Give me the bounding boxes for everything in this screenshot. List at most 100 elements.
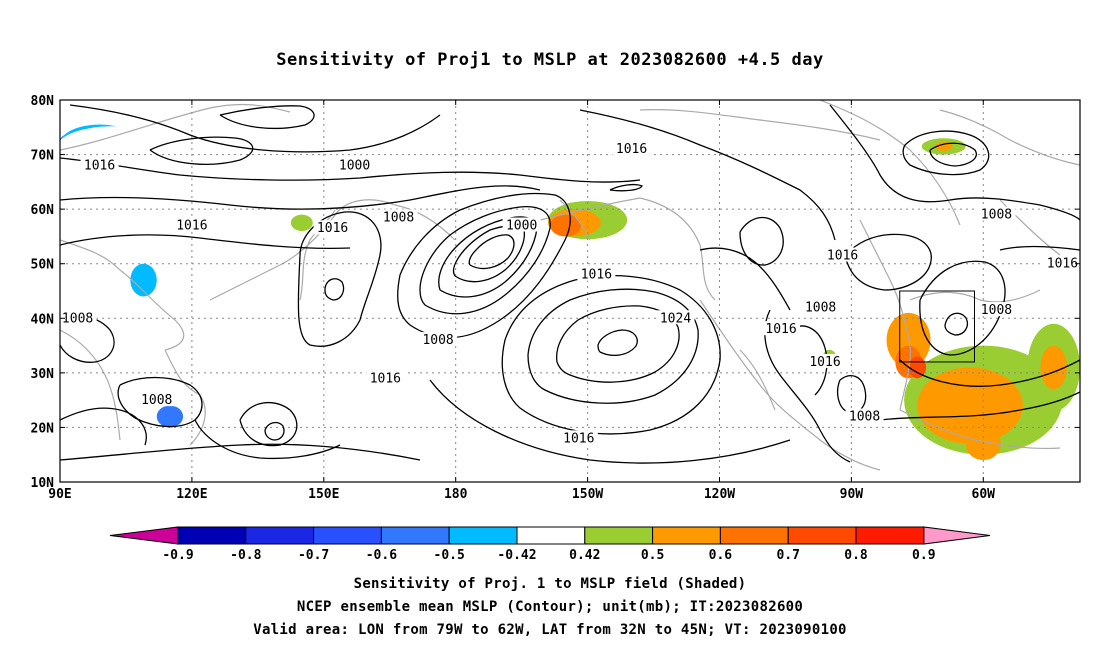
contour-label: 1008 — [981, 303, 1012, 318]
caption-line-3: Valid area: LON from 79W to 62W, LAT fro… — [253, 622, 847, 638]
contour-label: 1016 — [809, 355, 840, 370]
lon-label: 150W — [572, 487, 603, 502]
lat-label: 50N — [31, 258, 55, 273]
contour-label-bg — [977, 302, 1016, 317]
colorbar-swatch — [177, 526, 247, 545]
contour-label-bg — [845, 408, 884, 423]
lat-label: 80N — [31, 94, 55, 109]
contour-label: 1016 — [765, 322, 796, 337]
lat-label: 60N — [31, 203, 55, 218]
colorbar-label: -0.8 — [230, 548, 261, 563]
contour-label: 1016 — [317, 221, 348, 236]
shade-patch — [108, 299, 135, 327]
colorbar-label: -0.42 — [497, 548, 536, 563]
lon-label: 120E — [176, 487, 207, 502]
lon-label: 150E — [308, 487, 339, 502]
coastlines — [60, 100, 1080, 471]
colorbar-swatch — [313, 526, 382, 545]
contour-label: 1016 — [176, 219, 207, 234]
colorbar-swatch — [787, 526, 857, 545]
contour-labels: 1016 1000 1008 1016 1016 1000 1016 1008 1016 1016… — [58, 141, 1082, 446]
shade-patch — [290, 214, 313, 231]
shade-patch — [950, 293, 964, 311]
colorbar-label: 0.9 — [912, 548, 935, 563]
colorbar: -0.9 -0.8 -0.7 -0.6 -0.5 -0.42 0.42 0.5 0.6 0.7 0.… — [109, 526, 991, 563]
colorbar-label: 0.5 — [641, 548, 664, 563]
contour-label: 1024 — [660, 311, 691, 326]
lon-label: 120W — [704, 487, 735, 502]
contour-label-bg — [612, 141, 651, 156]
colorbar-label: -0.5 — [434, 548, 465, 563]
lat-label: 40N — [31, 312, 55, 327]
contour-label: 1016 — [563, 431, 594, 446]
lat-label: 30N — [31, 367, 55, 382]
colorbar-swatch — [855, 526, 925, 545]
colorbar-label: 0.8 — [844, 548, 868, 563]
shade-patch — [917, 367, 1023, 444]
contour-label: 1008 — [62, 311, 93, 326]
colorbar-swatch — [380, 526, 450, 545]
contour-label: 1016 — [1047, 257, 1078, 272]
sensitivity-shading — [60, 124, 1080, 482]
lat-lon-grid — [60, 100, 1080, 482]
lon-label: 90W — [840, 487, 864, 502]
shade-patch — [130, 263, 157, 297]
map-frame — [59, 99, 1081, 483]
caption-line-2: NCEP ensemble mean MSLP (Contour); unit(… — [296, 599, 804, 615]
contour-label: 1008 — [981, 208, 1012, 223]
contour-label-bg — [80, 157, 119, 172]
contour-label-bg — [313, 220, 352, 235]
shade-patch — [1040, 345, 1067, 390]
contour-label-bg — [823, 247, 862, 262]
contour-label-bg — [335, 157, 374, 172]
colorbar-swatch — [448, 526, 518, 545]
colorbar-label: 0.7 — [776, 548, 799, 563]
colorbar-swatch — [516, 526, 586, 545]
map-title: Sensitivity of Proj1 to MSLP at 20230826… — [276, 50, 824, 70]
contour-label: 1008 — [805, 300, 836, 315]
shade-patch — [156, 405, 184, 428]
contour-label: 1008 — [849, 410, 880, 425]
contour-label-bg — [762, 321, 801, 336]
contour-label: 1000 — [506, 219, 537, 234]
contour-label-bg — [801, 299, 840, 314]
shade-patch — [649, 471, 676, 482]
colorbar-label: 0.6 — [709, 548, 733, 563]
contour-label-bg — [559, 430, 598, 445]
colorbar-swatch — [584, 526, 654, 545]
contour-label-bg — [806, 353, 844, 368]
contour-label-bg — [1043, 255, 1082, 270]
colorbar-label: -0.9 — [162, 548, 193, 563]
contour-label-bg — [379, 209, 418, 224]
contour-label-bg — [172, 217, 211, 232]
caption-line-1: Sensitivity of Proj. 1 to MSLP field (Sh… — [353, 576, 747, 592]
colorbar-high-triangle — [923, 526, 991, 545]
contour-label: 1016 — [581, 268, 612, 283]
contour-label-bg — [366, 370, 405, 385]
contour-label: 1008 — [383, 210, 414, 225]
contour-label: 1016 — [84, 158, 115, 173]
contour-label: 1008 — [422, 333, 453, 348]
lon-label: 60W — [972, 487, 996, 502]
lon-label: 180 — [444, 487, 468, 502]
caption-block: Sensitivity of Proj. 1 to MSLP field (Sh… — [0, 573, 1100, 642]
contour-label-bg — [977, 206, 1016, 221]
lat-label: 10N — [31, 476, 55, 491]
colorbar-label: -0.7 — [298, 548, 329, 563]
shade-patch — [934, 142, 953, 151]
valid-area-box — [899, 290, 975, 363]
contour-label: 1008 — [141, 393, 172, 408]
shade-patch — [550, 214, 581, 237]
colorbar-swatch — [719, 526, 789, 545]
contour-label-bg — [656, 310, 695, 325]
colorbar-low-triangle — [109, 526, 179, 545]
lat-label: 70N — [31, 149, 55, 164]
colorbar-swatch — [652, 526, 721, 545]
contour-label-bg — [58, 310, 97, 325]
lat-label: 20N — [31, 421, 55, 436]
lon-label: 90E — [48, 487, 71, 502]
colorbar-swatch — [245, 526, 315, 545]
contour-label-bg — [502, 217, 541, 232]
contour-label: 1000 — [339, 158, 370, 173]
